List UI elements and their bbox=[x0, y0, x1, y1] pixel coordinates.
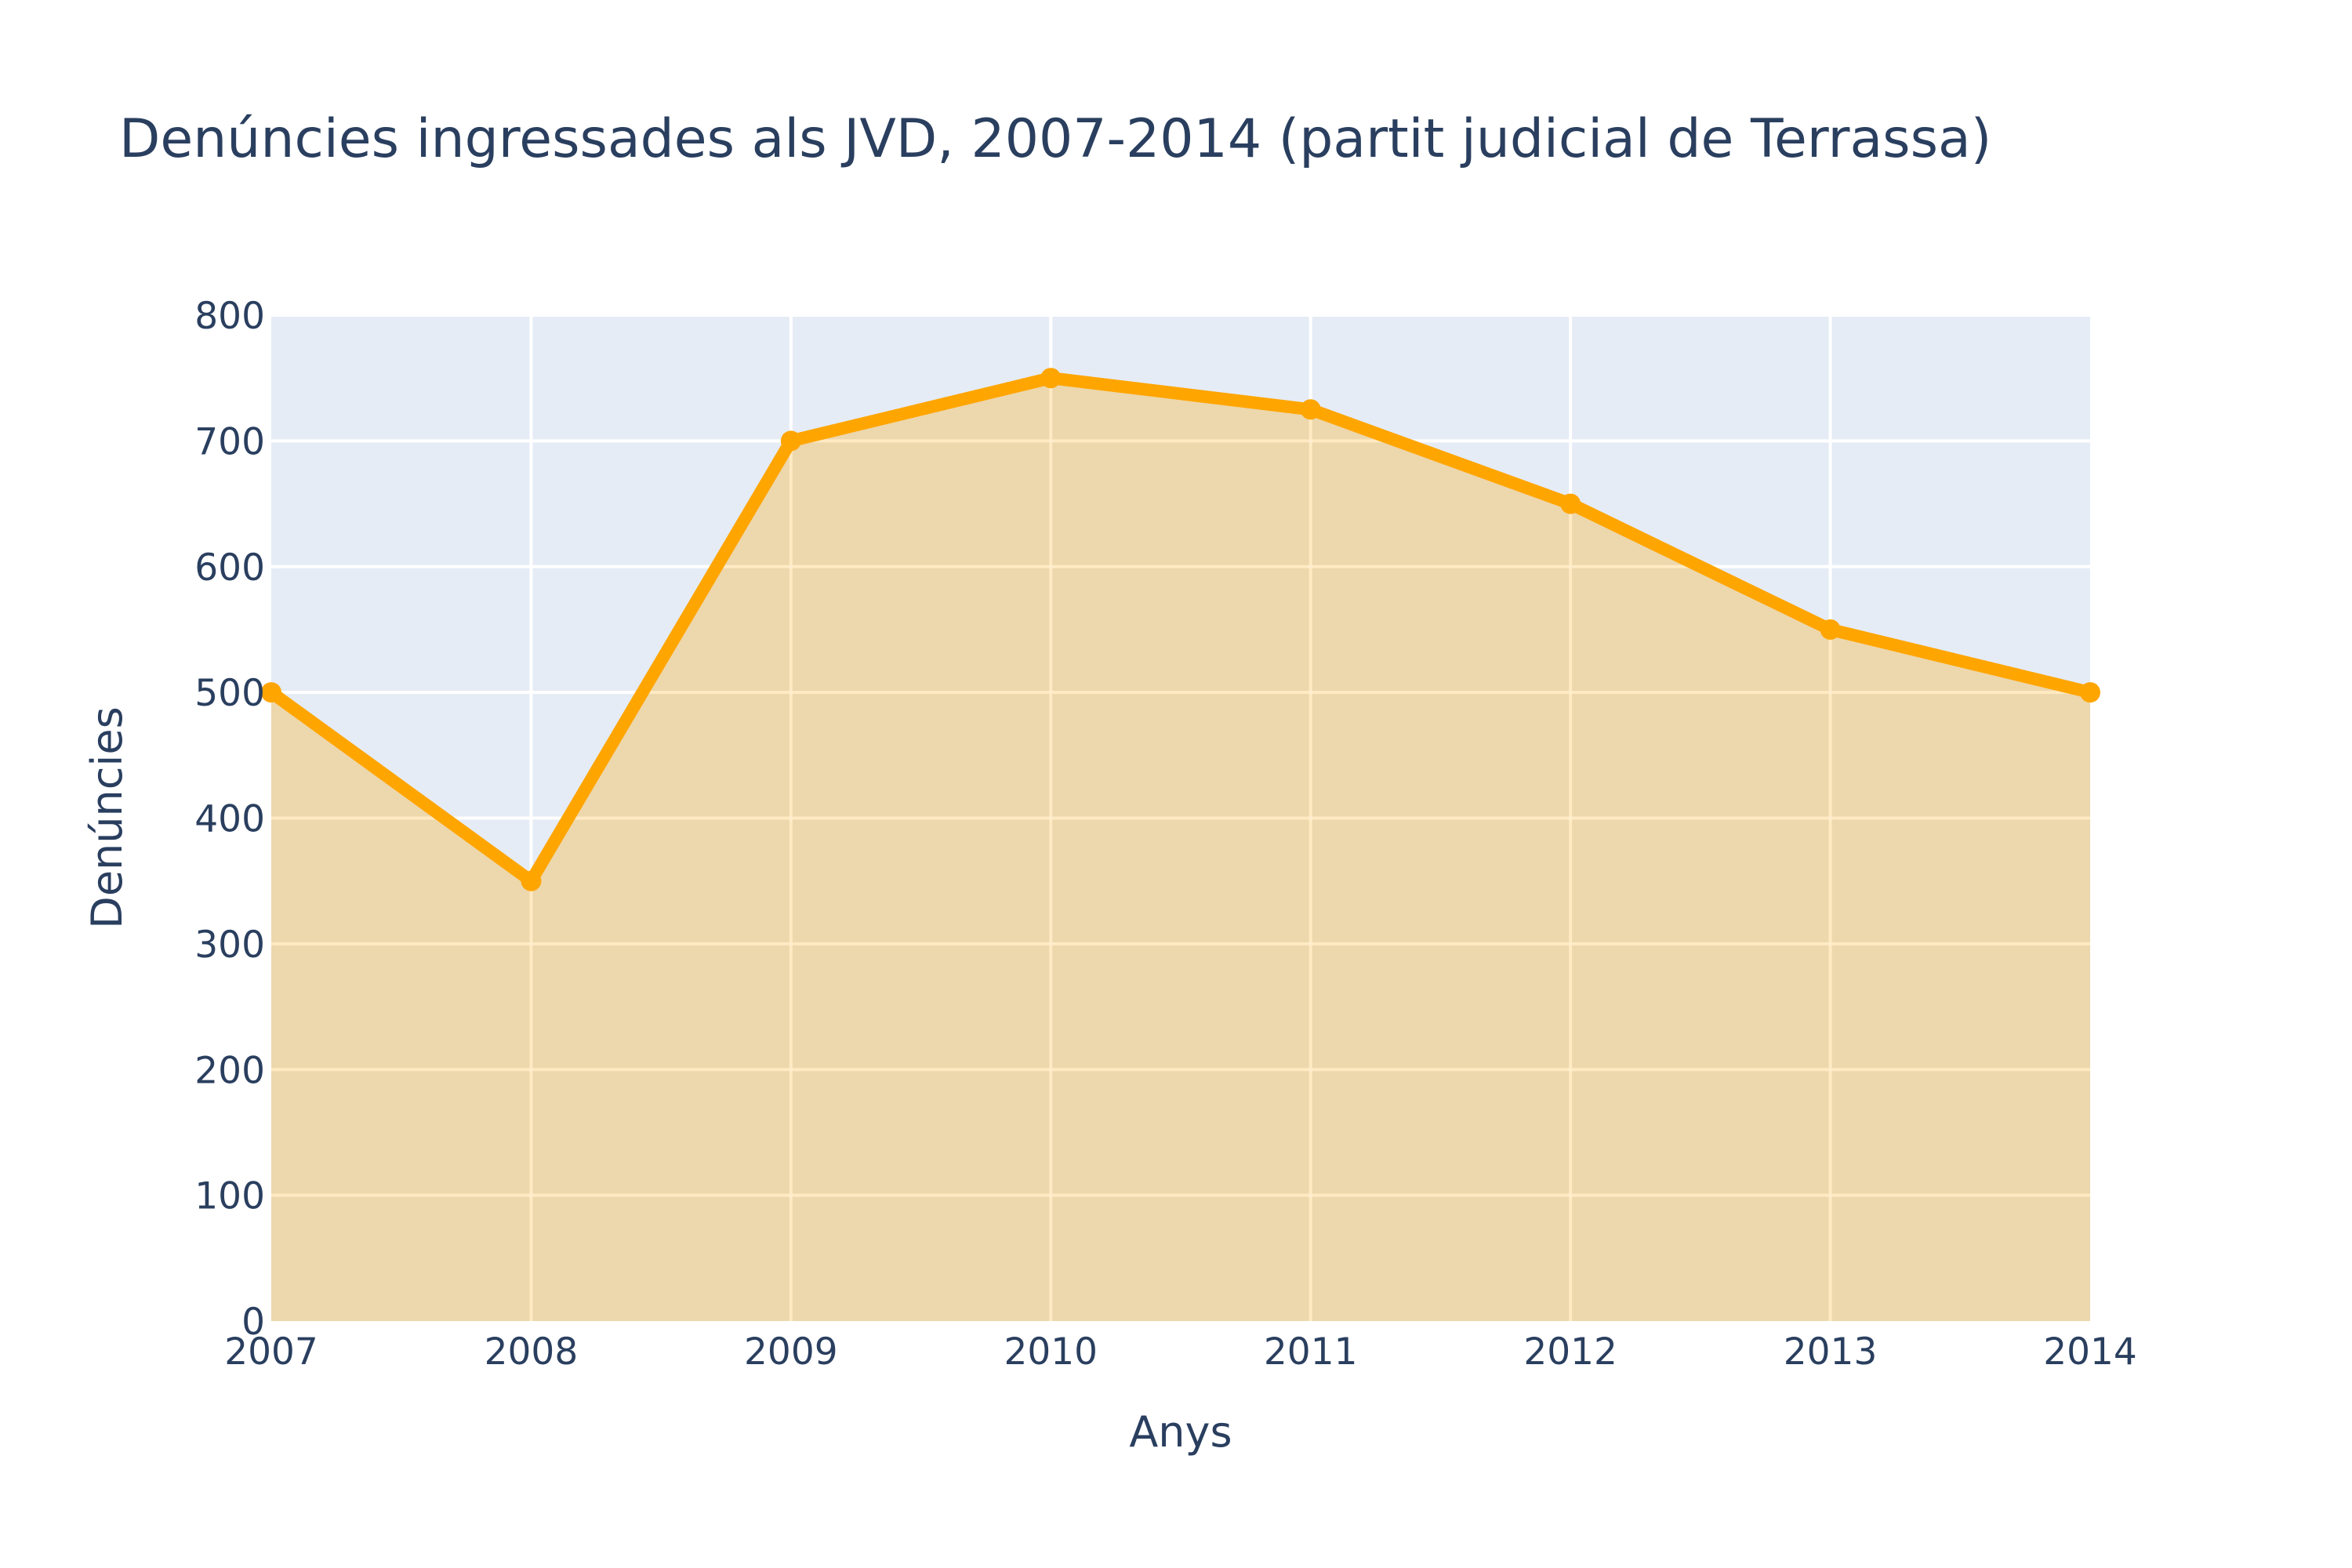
y-gridlines bbox=[271, 314, 2090, 1197]
data-point bbox=[1820, 619, 1841, 640]
y-tick-label: 500 bbox=[194, 672, 265, 715]
data-point bbox=[780, 430, 801, 452]
x-axis-title: Anys bbox=[1129, 1407, 1232, 1457]
data-point bbox=[2080, 682, 2100, 703]
y-tick-label: 600 bbox=[194, 546, 265, 590]
x-tick-label: 2010 bbox=[1004, 1330, 1098, 1374]
y-tick-label: 300 bbox=[194, 924, 265, 967]
gridlines-over-area bbox=[271, 314, 2090, 1321]
data-point bbox=[1040, 368, 1062, 389]
y-tick-label: 400 bbox=[194, 798, 265, 841]
x-tick-label: 2009 bbox=[744, 1330, 838, 1374]
y-tick-label: 0 bbox=[241, 1301, 265, 1344]
y-tick-label: 800 bbox=[194, 295, 265, 338]
x-axis-ticks: 2007 2008 2009 2010 2011 2012 2013 2014 bbox=[224, 1330, 2137, 1374]
y-axis-ticks: 0 100 200 300 400 500 600 700 800 bbox=[194, 295, 265, 1344]
data-point bbox=[521, 870, 542, 891]
x-tick-label: 2013 bbox=[1784, 1330, 1878, 1374]
chart-title: Denúncies ingressades als JVD, 2007-2014… bbox=[119, 108, 1991, 170]
area-fill bbox=[271, 378, 2090, 1321]
y-tick-label: 100 bbox=[194, 1175, 265, 1218]
x-gridlines bbox=[529, 315, 1832, 1321]
x-tick-label: 2011 bbox=[1264, 1330, 1358, 1374]
data-point-markers bbox=[261, 368, 2100, 891]
series-line bbox=[265, 372, 2096, 887]
y-axis-title: Denúncies bbox=[82, 706, 132, 929]
x-tick-label: 2012 bbox=[1523, 1330, 1617, 1374]
y-tick-label: 200 bbox=[194, 1049, 265, 1092]
data-point bbox=[1560, 493, 1581, 514]
data-point bbox=[261, 682, 281, 703]
x-tick-label: 2014 bbox=[2043, 1330, 2137, 1374]
data-point bbox=[1300, 399, 1321, 420]
x-tick-label: 2008 bbox=[485, 1330, 579, 1374]
x-tick-label: 2007 bbox=[224, 1330, 318, 1374]
y-tick-label: 700 bbox=[194, 420, 265, 463]
